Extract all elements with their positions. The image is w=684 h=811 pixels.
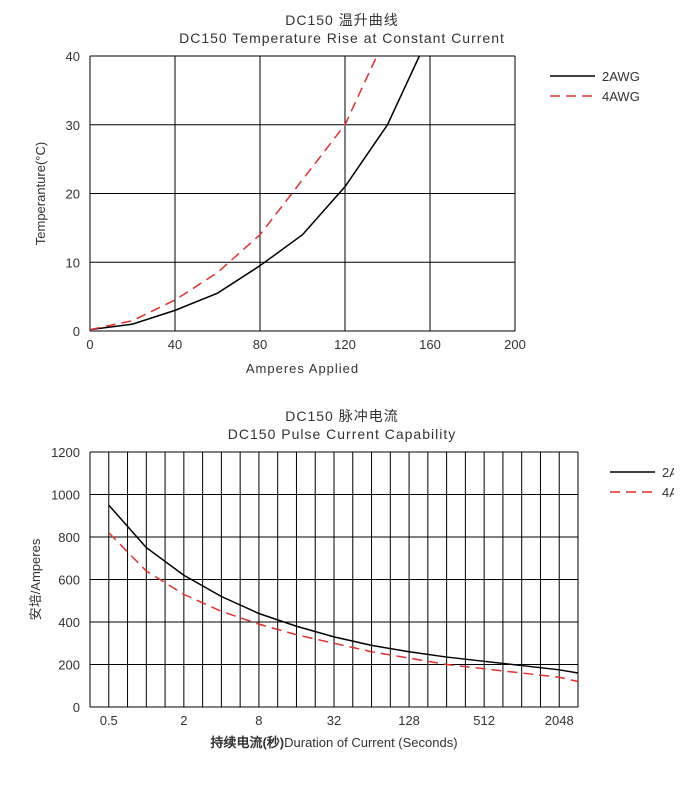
svg-text:40: 40 xyxy=(66,49,80,64)
svg-text:800: 800 xyxy=(58,530,80,545)
svg-text:安培/Amperes: 安培/Amperes xyxy=(28,538,43,620)
svg-text:Amperes Applied: Amperes Applied xyxy=(246,361,359,376)
svg-text:400: 400 xyxy=(58,615,80,630)
svg-text:200: 200 xyxy=(58,658,80,673)
svg-text:200: 200 xyxy=(504,337,526,352)
svg-text:2: 2 xyxy=(180,713,187,728)
chart2-svg: 0.5 2 8 32 128 512 2048 0 200 400 600 800 1000 1200 持续… xyxy=(10,442,674,772)
svg-text:32: 32 xyxy=(327,713,341,728)
svg-text:0.5: 0.5 xyxy=(100,713,118,728)
svg-text:128: 128 xyxy=(398,713,420,728)
pulse-current-chart: DC150 脉冲电流 DC150 Pulse Current Capabilit… xyxy=(10,406,674,772)
svg-text:40: 40 xyxy=(168,337,182,352)
svg-text:持续电流(秒)Duration of Current (Se: 持续电流(秒)Duration of Current (Seconds) xyxy=(210,735,457,750)
chart1-title-en: DC150 Temperature Rise at Constant Curre… xyxy=(10,30,674,46)
svg-text:512: 512 xyxy=(473,713,495,728)
svg-text:1200: 1200 xyxy=(51,445,80,460)
svg-text:10: 10 xyxy=(66,255,80,270)
chart2-title-cn: DC150 脉冲电流 xyxy=(10,406,674,426)
chart1-title-cn: DC150 温升曲线 xyxy=(10,10,674,30)
svg-text:1000: 1000 xyxy=(51,488,80,503)
chart2-title-en: DC150 Pulse Current Capability xyxy=(10,426,674,442)
chart1-svg: 0 40 80 120 160 200 0 10 20 30 40 Amperes Applied Te… xyxy=(10,46,674,396)
svg-text:2AWG: 2AWG xyxy=(602,69,640,84)
svg-text:4AWG: 4AWG xyxy=(602,89,640,104)
svg-text:0: 0 xyxy=(86,337,93,352)
temperature-rise-chart: DC150 温升曲线 DC150 Temperature Rise at Con… xyxy=(10,10,674,396)
svg-text:30: 30 xyxy=(66,118,80,133)
svg-text:2AWG: 2AWG xyxy=(662,465,674,480)
svg-text:120: 120 xyxy=(334,337,356,352)
svg-text:8: 8 xyxy=(255,713,262,728)
svg-text:160: 160 xyxy=(419,337,441,352)
svg-text:0: 0 xyxy=(73,700,80,715)
svg-text:600: 600 xyxy=(58,573,80,588)
svg-text:0: 0 xyxy=(73,324,80,339)
svg-text:80: 80 xyxy=(253,337,267,352)
svg-text:4AWG: 4AWG xyxy=(662,485,674,500)
svg-text:20: 20 xyxy=(66,187,80,202)
svg-text:2048: 2048 xyxy=(545,713,574,728)
svg-text:Temperanture(°C): Temperanture(°C) xyxy=(33,142,48,245)
